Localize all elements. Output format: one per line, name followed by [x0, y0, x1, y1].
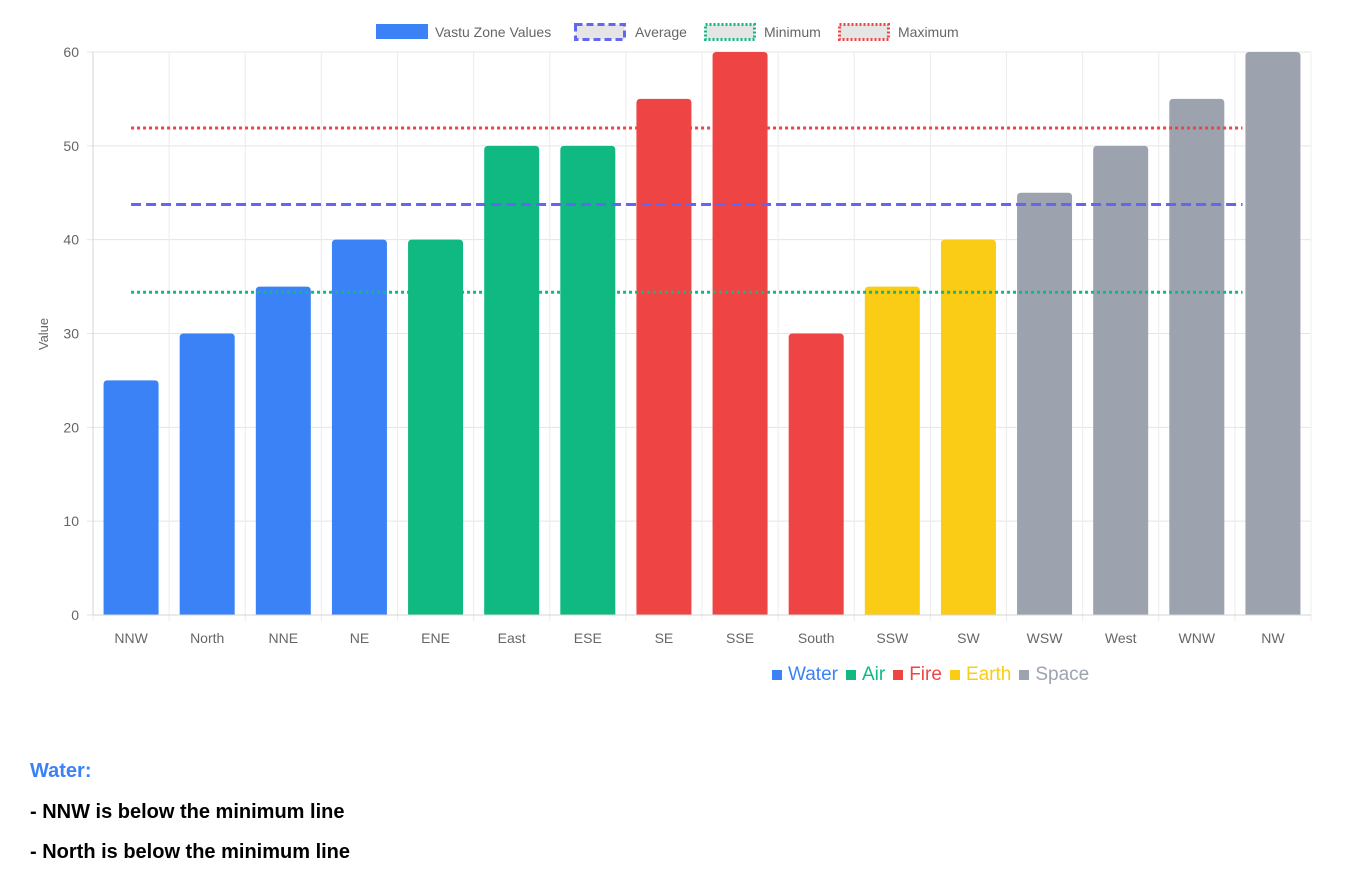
element-label: Air [861, 664, 886, 685]
y-tick-label: 40 [63, 232, 79, 248]
x-tick-label: WNW [1179, 630, 1216, 646]
bar-sw[interactable] [940, 239, 996, 615]
legend-item-vastu-zone-values[interactable]: Vastu Zone Values [376, 24, 551, 40]
notes-heading: Water: [30, 760, 92, 782]
bar-nw[interactable] [1245, 52, 1301, 615]
chart-legend[interactable]: Vastu Zone Values Average Minimum Maximum [376, 23, 959, 41]
element-legend: Water Air Fire Earth Space [772, 664, 1097, 686]
element-legend-item-water: Water [772, 664, 838, 686]
x-tick-label: SSW [876, 630, 909, 646]
element-swatch [893, 670, 904, 680]
element-legend-item-earth: Earth [949, 664, 1012, 686]
x-tick-label: North [190, 630, 224, 646]
x-tick-label: NNW [114, 630, 148, 646]
element-label: Space [1035, 664, 1090, 685]
x-tick-label: NNE [269, 630, 299, 646]
y-tick-label: 30 [63, 326, 79, 342]
x-tick-label: ENE [421, 630, 450, 646]
legend-swatch [838, 23, 890, 41]
legend-swatch [704, 23, 756, 41]
bar-nne[interactable] [255, 286, 311, 615]
bar-ese[interactable] [560, 145, 616, 616]
legend-swatch [376, 24, 428, 39]
x-tick-label: WSW [1027, 630, 1064, 646]
x-tick-label: South [798, 630, 835, 646]
y-tick-label: 10 [63, 513, 79, 529]
bar-south[interactable] [788, 333, 844, 616]
y-tick-label: 0 [71, 607, 79, 623]
bar-wnw[interactable] [1169, 98, 1225, 615]
bar-wsw[interactable] [1017, 192, 1073, 615]
x-tick-label: West [1105, 630, 1137, 646]
legend-swatch [574, 23, 626, 41]
element-legend-item-space: Space [1019, 664, 1089, 686]
bar-east[interactable] [484, 145, 540, 616]
element-swatch [772, 670, 782, 680]
legend-item-average[interactable]: Average [574, 23, 688, 41]
bar-ne[interactable] [331, 239, 387, 615]
element-label: Water [788, 664, 838, 685]
axes: 0 10 20 30 40 50 60 NNW North NNE NE ENE East ESE SE SS… [63, 44, 1311, 646]
legend-item-maximum[interactable]: Maximum [838, 23, 959, 41]
bar-nnw[interactable] [103, 380, 159, 615]
bar-sse[interactable] [712, 52, 768, 615]
y-axis-title: Value [36, 318, 51, 350]
y-tick-label: 60 [63, 44, 79, 60]
y-tick-label: 20 [63, 419, 79, 435]
element-label: Fire [909, 664, 942, 685]
x-tick-label: East [498, 630, 526, 646]
x-tick-label: ESE [574, 630, 602, 646]
bar-north[interactable] [179, 333, 235, 616]
vastu-bar-chart: 0 10 20 30 40 50 60 NNW North NNE NE ENE East ESE SE SS… [36, 23, 1312, 646]
legend-label: Vastu Zone Values [435, 24, 551, 40]
bar-ene[interactable] [408, 239, 464, 615]
element-legend-item-fire: Fire [893, 664, 942, 686]
x-tick-label: SE [655, 630, 674, 646]
x-tick-label: SSE [726, 630, 754, 646]
grid-lines [92, 51, 1312, 621]
y-tick-label: 50 [63, 138, 79, 154]
reference-lines [131, 126, 1243, 294]
bar-west[interactable] [1093, 145, 1149, 616]
note-line: - North is below the minimum line [30, 841, 351, 863]
x-tick-label: NW [1261, 630, 1285, 646]
bar-se[interactable] [636, 98, 692, 615]
x-tick-label: SW [957, 630, 980, 646]
legend-label: Minimum [764, 24, 821, 40]
legend-label: Average [635, 24, 687, 40]
legend-label: Maximum [898, 24, 959, 40]
notes-section: Water: - NNW is below the minimum line - … [30, 760, 350, 881]
element-label: Earth [965, 664, 1012, 685]
element-swatch [845, 670, 856, 680]
x-tick-label: NE [350, 630, 369, 646]
notes-lines: - NNW is below the minimum line - North i… [30, 801, 350, 864]
legend-item-minimum[interactable]: Minimum [704, 23, 821, 41]
bar-ssw[interactable] [864, 286, 920, 615]
element-swatch [949, 670, 960, 680]
element-legend-item-air: Air [845, 664, 886, 686]
note-line: - NNW is below the minimum line [30, 801, 345, 823]
bars [103, 52, 1301, 616]
element-swatch [1019, 670, 1030, 680]
